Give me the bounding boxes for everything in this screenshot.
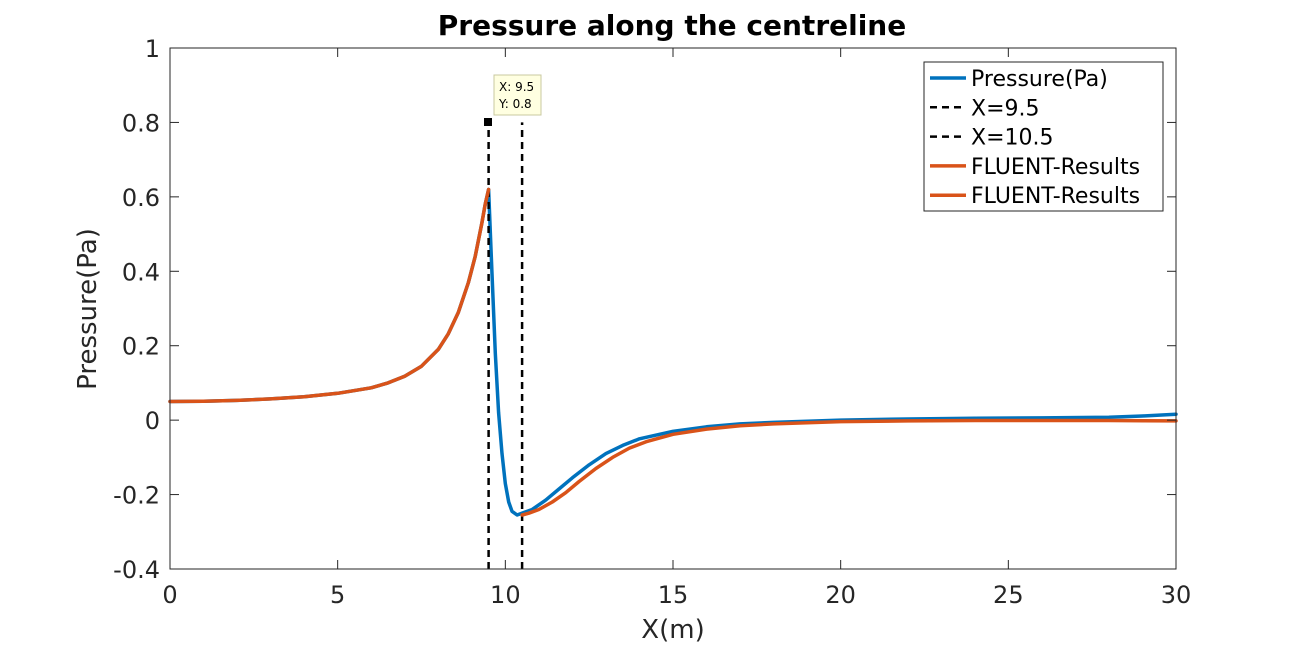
- y-tick-label: 0.6: [122, 184, 160, 212]
- x-tick-label: 15: [658, 581, 689, 609]
- x-tick-label: 5: [330, 581, 345, 609]
- x-tick-label: 0: [162, 581, 177, 609]
- datatip-marker: [484, 118, 492, 126]
- legend-label: FLUENT-Results: [971, 184, 1140, 209]
- series-line-4: [520, 418, 1178, 517]
- legend-box: [923, 61, 1164, 212]
- legend-label: Pressure(Pa): [971, 67, 1108, 92]
- x-tick-label: 10: [490, 581, 521, 609]
- x-tick-label: 30: [1161, 581, 1192, 609]
- legend-label: X=10.5: [971, 126, 1054, 151]
- y-tick-label: 0.4: [122, 258, 160, 286]
- y-tick-label: 1: [145, 35, 160, 63]
- datatip-label-y: Y: 0.8: [498, 97, 532, 111]
- series-line-3: [168, 187, 491, 404]
- datatip-label-x: X: 9.5: [499, 80, 534, 94]
- ticks-layer: 0 5 10 15 20 25 30 -0.4 -0.2 0 0.2 0.4 0.6 0.8 1: [113, 35, 1191, 609]
- datatip-box: [493, 74, 542, 116]
- x-axis-title: X(m): [641, 615, 704, 645]
- legend-label: FLUENT-Results: [971, 155, 1140, 180]
- chart-title: Pressure along the centreline: [438, 9, 906, 42]
- y-tick-label: 0.8: [122, 109, 160, 137]
- y-tick-label: 0.2: [122, 333, 160, 361]
- datatip[interactable]: X: 9.5 Y: 0.8: [484, 74, 542, 126]
- y-axis-title: Pressure(Pa): [73, 228, 103, 390]
- y-tick-label: 0: [145, 407, 160, 435]
- legend: Pressure(Pa) X=9.5 X=10.5 FLUENT-Results FLU…: [923, 61, 1164, 212]
- legend-label: X=9.5: [971, 96, 1040, 121]
- x-tick-label: 20: [825, 581, 856, 609]
- series-layer: [168, 122, 1178, 569]
- x-tick-label: 25: [993, 581, 1024, 609]
- y-tick-label: -0.2: [113, 482, 160, 510]
- y-tick-label: -0.4: [113, 556, 160, 584]
